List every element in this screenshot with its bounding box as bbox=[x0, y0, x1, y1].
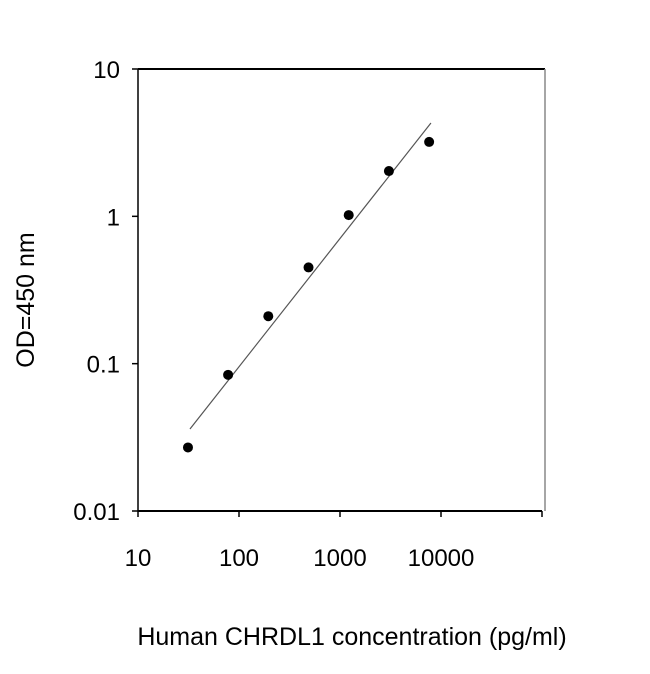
data-point bbox=[343, 210, 354, 221]
axis-ticks: 10 100 1000 10000 0.01 0.1 1 10 bbox=[73, 57, 543, 572]
fit-line-group bbox=[189, 122, 432, 430]
y-tick-label: 0.1 bbox=[87, 352, 120, 379]
x-tick-label: 10000 bbox=[408, 545, 475, 572]
data-point bbox=[182, 442, 193, 453]
x-tick-label: 100 bbox=[219, 545, 259, 572]
data-point bbox=[383, 166, 394, 177]
fit-line bbox=[189, 122, 432, 430]
y-tick-label: 10 bbox=[93, 57, 120, 84]
data-point bbox=[303, 262, 314, 273]
y-tick-label: 1 bbox=[107, 204, 120, 231]
x-tick-label: 1000 bbox=[313, 545, 366, 572]
x-tick-label: 10 bbox=[125, 545, 152, 572]
data-point bbox=[223, 369, 234, 380]
y-axis-label: OD=450 nm bbox=[12, 232, 40, 368]
plot-frame bbox=[137, 68, 546, 512]
data-point bbox=[424, 136, 435, 147]
y-tick-label: 0.01 bbox=[73, 499, 120, 526]
data-point bbox=[263, 311, 274, 322]
x-axis-label: Human CHRDL1 concentration (pg/ml) bbox=[137, 623, 566, 651]
data-points bbox=[182, 136, 435, 453]
